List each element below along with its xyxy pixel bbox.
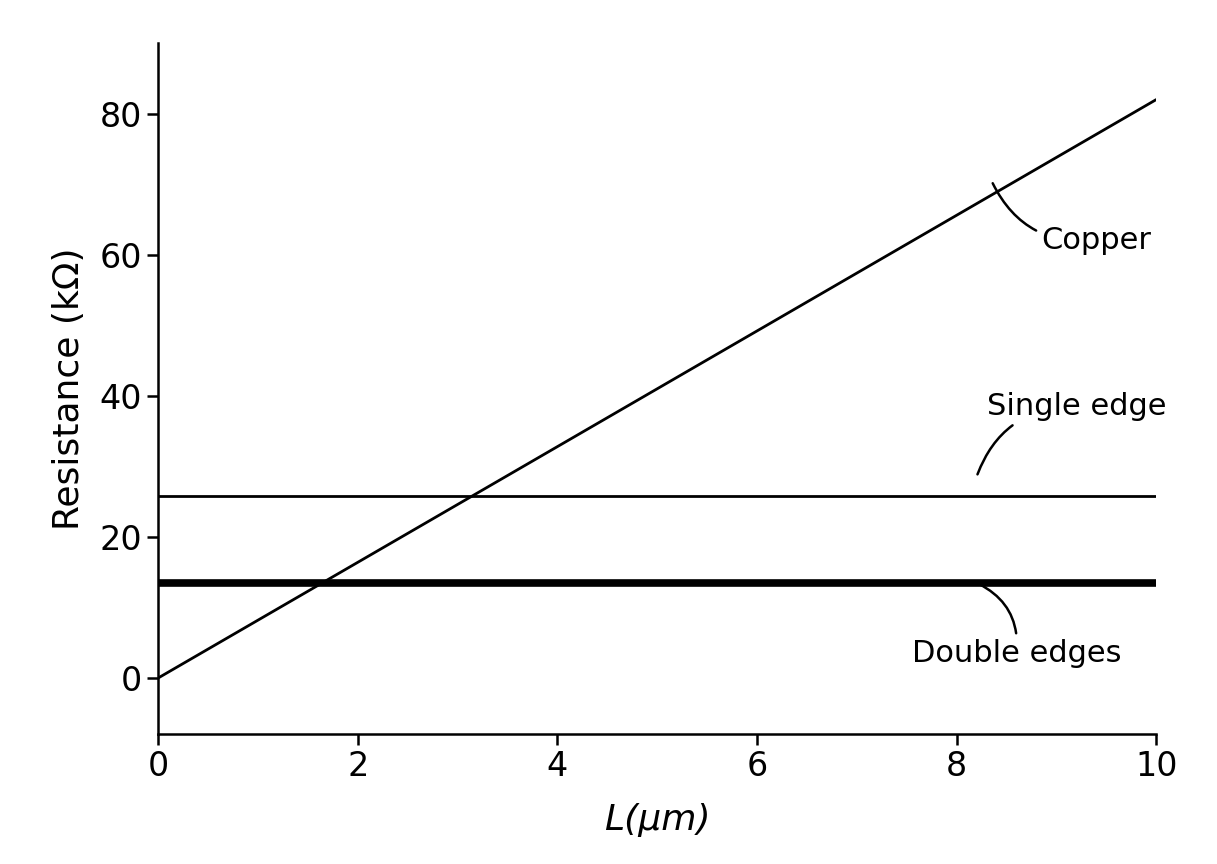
X-axis label: L(μm): L(μm) <box>604 803 711 837</box>
Text: Copper: Copper <box>993 183 1151 255</box>
Text: Single edge: Single edge <box>977 392 1166 474</box>
Text: Double edges: Double edges <box>912 584 1121 668</box>
Y-axis label: Resistance (kΩ): Resistance (kΩ) <box>52 248 85 530</box>
